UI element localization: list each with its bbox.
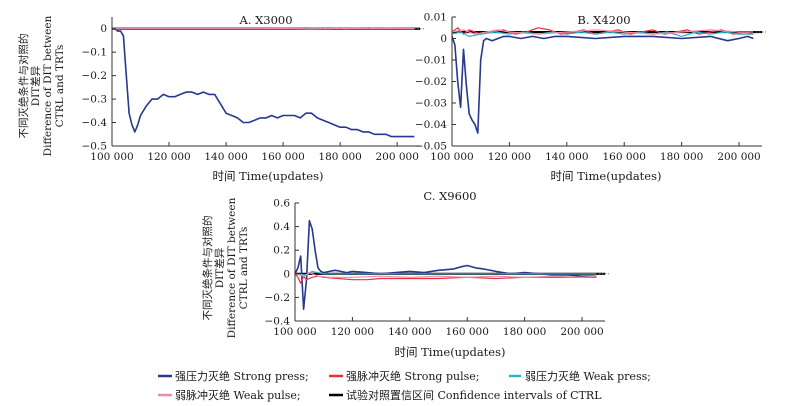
x-tick-label: 140 000 — [388, 326, 431, 338]
x-axis-label: 时间 Time(updates) — [212, 169, 323, 183]
y-tick-label: 0.2 — [273, 245, 290, 257]
y-tick-label: −0.2 — [82, 70, 108, 82]
x-axis-label: 时间 Time(updates) — [394, 345, 505, 359]
x-tick-label: 160 000 — [261, 151, 304, 163]
legend-label-strong-press: 强压力灭绝 Strong press; — [175, 369, 309, 383]
series-line-strong-press — [451, 35, 754, 134]
y-tick-label: 0.6 — [273, 198, 290, 210]
y-tick-label: −0.2 — [265, 292, 291, 304]
x-tick-label: 200 000 — [717, 151, 760, 163]
y-tick-label: −0.03 — [415, 98, 447, 110]
y-axis-label-panel-c: 不同灭绝条件与对照的 DIT差异 Difference of DIT betwe… — [201, 197, 250, 338]
legend-item-ci: 试验对照置信区间 Confidence intervals of CTRL — [329, 388, 602, 402]
y-tick-label: −0.4 — [265, 316, 291, 328]
legend-item-weak-press: 弱压力灭绝 Weak press; — [509, 369, 651, 383]
y-tick-label: −0.5 — [82, 141, 108, 153]
legend-label-weak-pulse: 弱脉冲灭绝 Weak pulse; — [175, 388, 301, 402]
y-label-line-4: CTRL and TRTs — [238, 227, 250, 310]
y-tick-label: −0.04 — [415, 119, 447, 131]
y-tick-label: 0.01 — [424, 12, 447, 24]
y-label-line-2: DIT差异 — [29, 66, 42, 107]
y-label-line-1: 不同灭绝条件与对照的 — [17, 34, 30, 139]
y-label-line-4: CTRL and TRTs — [54, 45, 66, 128]
legend-label-ci: 试验对照置信区间 Confidence intervals of CTRL — [346, 388, 602, 402]
legend-label-strong-pulse: 强脉冲灭绝 Strong pulse; — [346, 369, 479, 383]
x-tick-label: 200 000 — [375, 151, 418, 163]
y-label-line-2: DIT差异 — [213, 248, 226, 289]
y-tick-label: −0.01 — [415, 55, 447, 67]
y-tick-label: 0 — [440, 33, 447, 45]
chart-title-a: A. X3000 — [238, 13, 292, 27]
x-tick-label: 200 000 — [560, 326, 603, 338]
x-tick-label: 180 000 — [318, 151, 361, 163]
chart-title-c: C. X9600 — [423, 189, 476, 203]
y-tick-label: 0 — [283, 268, 290, 280]
y-tick-label: −0.05 — [415, 141, 447, 153]
y-label-line-1: 不同灭绝条件与对照的 — [201, 216, 214, 321]
x-axis-label: 时间 Time(updates) — [550, 169, 661, 183]
series-line-strong-press — [112, 27, 415, 138]
y-tick-label: −0.02 — [415, 76, 447, 88]
x-tick-label: 160 000 — [446, 326, 489, 338]
legend-item-strong-press: 强压力灭绝 Strong press; — [158, 369, 309, 383]
x-tick-label: 160 000 — [603, 151, 646, 163]
x-tick-label: 140 000 — [204, 151, 247, 163]
series-line-weak-pulse — [112, 27, 415, 30]
x-tick-label: 180 000 — [660, 151, 703, 163]
y-label-line-3: Difference of DIT between — [226, 197, 238, 338]
x-tick-label: 100 000 — [273, 326, 316, 338]
series-line-strong-press — [294, 219, 597, 311]
legend-item-weak-pulse: 弱脉冲灭绝 Weak pulse; — [158, 388, 301, 402]
legend: 强压力灭绝 Strong press; 强脉冲灭绝 Strong pulse; … — [158, 369, 651, 402]
y-tick-label: −0.3 — [82, 94, 108, 106]
x-tick-label: 120 000 — [488, 151, 531, 163]
y-tick-label: −0.1 — [82, 47, 108, 59]
x-tick-label: 120 000 — [147, 151, 190, 163]
y-axis-label-panel-a: 不同灭绝条件与对照的 DIT差异 Difference of DIT betwe… — [17, 15, 66, 156]
y-tick-label: 0 — [100, 23, 107, 35]
series-line-weak-press — [451, 31, 754, 38]
x-tick-label: 100 000 — [430, 151, 473, 163]
series-line-weak-pulse — [451, 29, 754, 35]
chart-panel-b: B. X4200 0.01 0 −0.01 −0.02 −0.03 −0.04 −0.0510… — [415, 12, 766, 183]
x-tick-label: 100 000 — [90, 151, 133, 163]
series-line-strong-pulse — [294, 273, 597, 284]
y-tick-label: 0.4 — [273, 221, 290, 233]
series-line-weak-pulse — [294, 272, 597, 278]
y-label-line-3: Difference of DIT between — [42, 15, 54, 156]
y-tick-label: −0.4 — [82, 117, 108, 129]
x-tick-label: 140 000 — [545, 151, 588, 163]
legend-label-weak-press: 弱压力灭绝 Weak press; — [525, 369, 651, 383]
x-tick-label: 180 000 — [503, 326, 546, 338]
legend-item-strong-pulse: 强脉冲灭绝 Strong pulse; — [329, 369, 479, 383]
chart-title-b: B. X4200 — [577, 13, 630, 27]
x-tick-label: 120 000 — [331, 326, 374, 338]
